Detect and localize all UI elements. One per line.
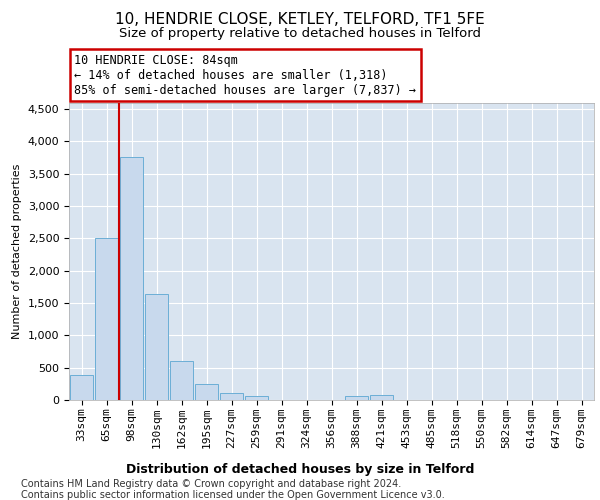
Y-axis label: Number of detached properties: Number of detached properties	[12, 164, 22, 339]
Bar	[220, 393, 244, 400]
Bar	[145, 294, 169, 400]
Text: Size of property relative to detached houses in Telford: Size of property relative to detached ho…	[119, 28, 481, 40]
Text: Contains public sector information licensed under the Open Government Licence v3: Contains public sector information licen…	[21, 490, 445, 500]
Text: 10, HENDRIE CLOSE, KETLEY, TELFORD, TF1 5FE: 10, HENDRIE CLOSE, KETLEY, TELFORD, TF1 …	[115, 12, 485, 28]
Bar	[95, 238, 118, 400]
Bar	[245, 396, 268, 400]
Bar	[170, 361, 193, 400]
Bar	[70, 376, 94, 400]
Text: Contains HM Land Registry data © Crown copyright and database right 2024.: Contains HM Land Registry data © Crown c…	[21, 479, 401, 489]
Text: 10 HENDRIE CLOSE: 84sqm
← 14% of detached houses are smaller (1,318)
85% of semi: 10 HENDRIE CLOSE: 84sqm ← 14% of detache…	[74, 54, 416, 96]
Bar	[370, 396, 394, 400]
Text: Distribution of detached houses by size in Telford: Distribution of detached houses by size …	[126, 462, 474, 475]
Bar	[119, 158, 143, 400]
Bar	[344, 396, 368, 400]
Bar	[194, 384, 218, 400]
